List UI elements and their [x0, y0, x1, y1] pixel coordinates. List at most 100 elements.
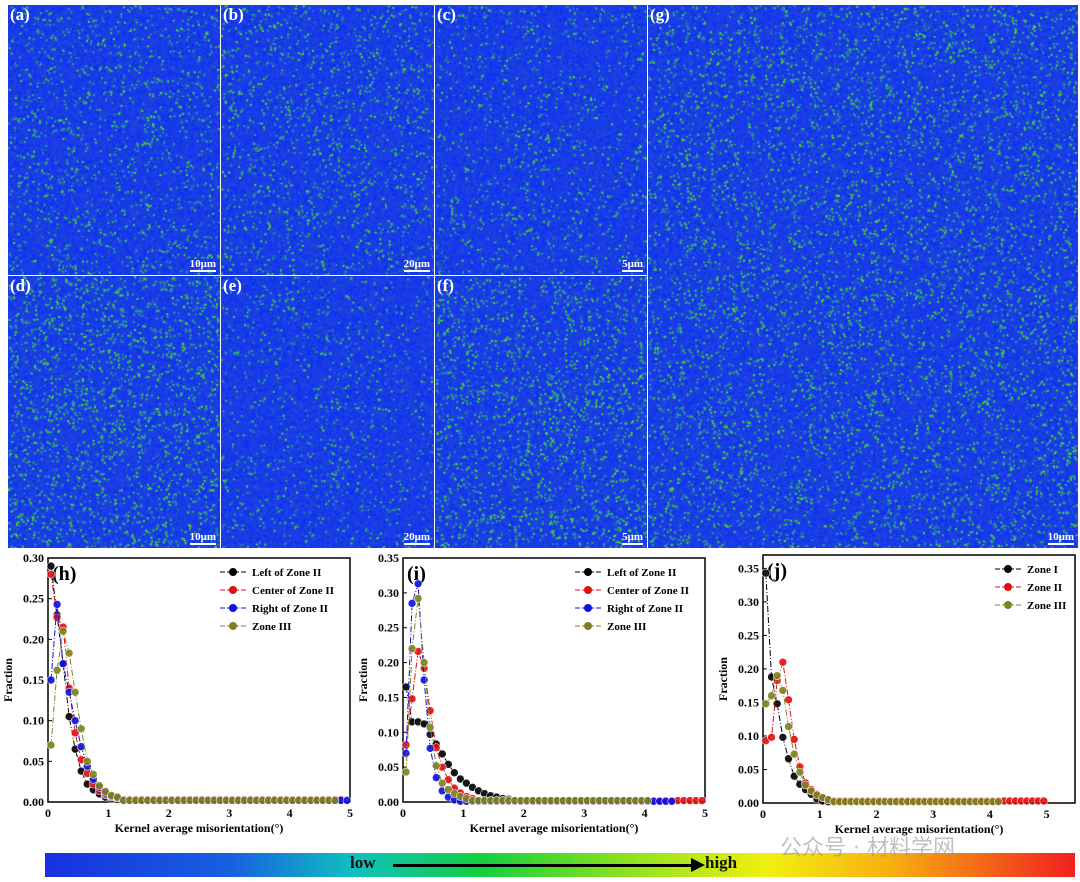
x-tick-label: 2 — [166, 806, 172, 820]
y-tick-label: 0.20 — [378, 656, 399, 670]
data-point — [778, 686, 788, 695]
y-tick-label: 0.10 — [378, 725, 399, 739]
y-tick-label: 0.35 — [378, 551, 399, 565]
data-point — [784, 695, 793, 705]
data-point — [52, 665, 62, 675]
x-tick-label: 4 — [287, 806, 293, 820]
legend-label: Zone III — [252, 621, 291, 633]
scale-bar: 5μm — [622, 258, 643, 272]
scale-bar: 10μm — [1047, 531, 1074, 545]
legend-marker — [584, 622, 592, 630]
legend-label: Right of Zone II — [252, 603, 328, 615]
x-axis-label: Kernel average misorientation(°) — [470, 821, 639, 835]
x-tick-label: 0 — [760, 807, 766, 821]
colorbar-low-label: low — [350, 853, 376, 872]
x-tick-label: 2 — [521, 806, 527, 820]
kam-map-a: (a) 10μm — [8, 5, 220, 275]
panel-label: (f) — [437, 276, 454, 295]
data-point — [46, 569, 56, 579]
data-point — [425, 706, 435, 715]
data-point — [697, 796, 707, 805]
data-point — [58, 659, 68, 669]
data-point — [1039, 796, 1049, 806]
y-axis-label: Fraction — [1, 658, 15, 702]
data-point — [761, 568, 771, 578]
x-tick-label: 0 — [45, 806, 51, 820]
data-point — [801, 780, 810, 790]
y-tick-label: 0.30 — [23, 551, 44, 565]
data-point — [413, 579, 423, 589]
data-point — [778, 657, 788, 667]
data-point — [82, 757, 92, 766]
data-point — [994, 797, 1003, 806]
scale-bar: 20μm — [403, 531, 430, 545]
legend-label: Zone III — [607, 621, 646, 633]
y-tick-label: 0.25 — [738, 628, 759, 642]
data-point — [795, 767, 805, 777]
kam-map-b: (b) 20μm — [221, 5, 434, 275]
panel-label: (c) — [437, 5, 456, 24]
data-point — [76, 742, 86, 751]
data-point — [330, 796, 340, 805]
data-point — [89, 770, 98, 779]
x-tick-label: 1 — [105, 806, 111, 820]
data-point — [784, 754, 793, 764]
data-point — [462, 778, 471, 788]
x-axis-label: Kernel average misorientation(°) — [115, 821, 284, 835]
data-point — [456, 774, 465, 784]
data-point — [643, 796, 652, 805]
legend-label: Zone II — [1027, 582, 1062, 594]
legend-marker — [229, 622, 237, 630]
data-point — [52, 613, 62, 622]
data-point — [767, 733, 776, 742]
legend-marker — [584, 586, 592, 594]
legend-marker — [229, 604, 237, 612]
legend-label: Left of Zone II — [252, 567, 321, 579]
data-point — [450, 768, 459, 778]
panel-label: (h) — [52, 563, 76, 585]
data-point — [767, 691, 776, 701]
panel-label: (e) — [223, 276, 242, 295]
data-point — [431, 761, 441, 771]
legend-label: Left of Zone II — [607, 567, 676, 579]
data-point — [425, 744, 435, 753]
kam-distribution-charts: 0.00 0.05 0.10 0.15 0.20 0.25 0.30 0 1 2 3 4 5 Kernel… — [1, 551, 1076, 836]
data-point — [52, 600, 62, 609]
kam-map-c: (c) 5μm — [435, 5, 647, 275]
legend-label: Right of Zone II — [607, 603, 683, 615]
y-tick-label: 0.10 — [23, 714, 44, 728]
y-tick-label: 0.05 — [738, 762, 759, 776]
kam-map-g: (g) 10μm — [648, 5, 1078, 548]
scale-bar: 20μm — [403, 258, 430, 272]
data-point — [772, 699, 782, 709]
scale-bar: 5μm — [622, 531, 643, 545]
y-tick-label: 0.30 — [738, 595, 759, 609]
panel-label: (g) — [650, 5, 670, 24]
y-tick-label: 0.20 — [23, 632, 44, 646]
data-point — [401, 767, 411, 777]
data-point — [401, 748, 411, 758]
kam-map-f: (f) 5μm — [435, 276, 647, 548]
chart-1: 0.00 0.05 0.10 0.15 0.20 0.25 0.30 0.35 0 1 2 3 4 5 Ke… — [356, 551, 708, 835]
colorbar-high-label: high — [705, 853, 738, 872]
x-tick-label: 3 — [581, 806, 587, 820]
legend-marker — [229, 568, 237, 576]
data-point — [437, 778, 447, 788]
data-point — [407, 644, 417, 653]
data-point — [443, 785, 453, 794]
x-tick-label: 1 — [460, 806, 466, 820]
y-tick-label: 0.20 — [738, 662, 759, 676]
x-tick-label: 5 — [347, 806, 353, 820]
y-tick-label: 0.25 — [23, 592, 44, 606]
data-point — [70, 716, 80, 725]
data-point — [46, 675, 56, 685]
scale-bar: 10μm — [189, 531, 216, 545]
colorbar: low high — [45, 853, 1075, 877]
legend-label: Zone I — [1027, 564, 1058, 576]
data-point — [425, 723, 435, 732]
panel-label: (i) — [407, 563, 426, 585]
x-tick-label: 2 — [873, 807, 879, 821]
data-point — [784, 722, 793, 731]
y-tick-label: 0.00 — [738, 796, 759, 810]
data-point — [772, 671, 782, 680]
